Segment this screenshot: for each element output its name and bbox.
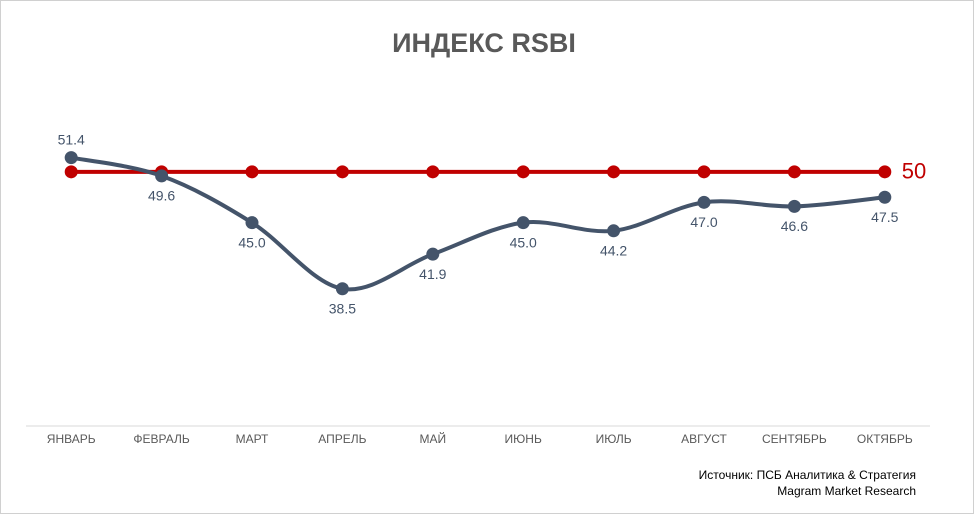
x-tick-label: ФЕВРАЛЬ — [133, 432, 189, 446]
data-label: 46.6 — [781, 218, 808, 234]
x-tick-label: ЯНВАРЬ — [47, 432, 96, 446]
marker — [878, 190, 892, 204]
marker — [426, 247, 440, 261]
marker — [607, 165, 621, 179]
line — [69, 155, 887, 292]
x-tick-label: ОКТЯБРЬ — [857, 432, 913, 446]
chart-title: ИНДЕКС RSBI — [392, 28, 576, 58]
x-tick-label: ИЮНЬ — [505, 432, 542, 446]
marker — [64, 165, 78, 179]
data-label: 47.0 — [690, 214, 717, 230]
data-label: 45.0 — [510, 234, 537, 250]
marker — [697, 165, 711, 179]
x-tick-label: ИЮЛЬ — [596, 432, 632, 446]
data-label: 45.0 — [238, 234, 265, 250]
data-label: 51.4 — [58, 131, 85, 147]
source: Источник: ПСБ Аналитика & Стратегия — [699, 468, 916, 482]
line-label: 50 — [902, 159, 926, 184]
data-label: 41.9 — [419, 266, 446, 282]
marker — [245, 165, 259, 179]
data-label: 47.5 — [871, 209, 898, 225]
data-label: 38.5 — [329, 300, 356, 316]
marker — [155, 169, 169, 183]
marker — [787, 199, 801, 213]
data-label: 49.6 — [148, 188, 175, 204]
x-tick-label: АПРЕЛЬ — [318, 432, 366, 446]
marker — [787, 165, 801, 179]
marker — [335, 282, 349, 296]
marker — [335, 165, 349, 179]
marker — [516, 165, 530, 179]
source: Magram Market Research — [777, 484, 916, 498]
data-label: 44.2 — [600, 243, 627, 259]
marker — [607, 224, 621, 238]
marker — [245, 216, 259, 230]
marker — [516, 216, 530, 230]
marker — [878, 165, 892, 179]
x-tick-label: МАРТ — [236, 432, 269, 446]
marker — [697, 195, 711, 209]
x-tick-label: АВГУСТ — [681, 432, 727, 446]
x-tick-label: СЕНТЯБРЬ — [762, 432, 827, 446]
marker — [64, 151, 78, 165]
marker — [426, 165, 440, 179]
x-tick-label: МАЙ — [419, 431, 446, 446]
